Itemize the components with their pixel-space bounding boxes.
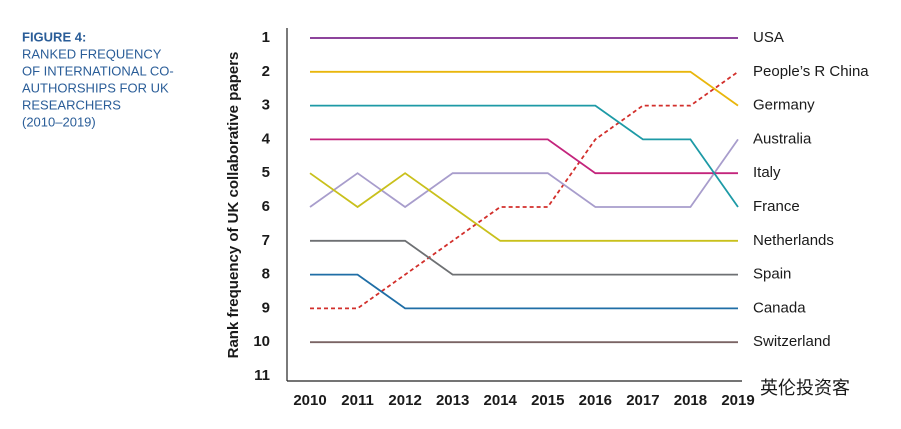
series-label: France bbox=[753, 198, 800, 215]
y-tick-label: 5 bbox=[262, 164, 270, 181]
x-tick-label: 2012 bbox=[388, 392, 421, 409]
series-line bbox=[310, 70, 739, 107]
series-line bbox=[309, 172, 738, 242]
series-label: Spain bbox=[753, 266, 791, 283]
watermark: 英伦投资客 bbox=[760, 378, 850, 398]
x-tick-label: 2015 bbox=[531, 392, 564, 409]
y-tick-label: 2 bbox=[262, 63, 270, 80]
y-tick-label: 10 bbox=[253, 333, 270, 350]
x-tick-label: 2010 bbox=[293, 392, 326, 409]
x-tick-label: 2017 bbox=[626, 392, 659, 409]
y-tick-label: 3 bbox=[262, 97, 270, 114]
caption-line: AUTHORSHIPS FOR UK bbox=[22, 80, 169, 95]
y-tick-label: 9 bbox=[262, 299, 270, 316]
caption-line: RANKED FREQUENCY bbox=[22, 46, 162, 61]
x-tick-label: 2016 bbox=[579, 392, 612, 409]
series-label: Switzerland bbox=[753, 333, 831, 350]
series-label: Australia bbox=[753, 130, 812, 147]
series-label: People’s R China bbox=[753, 63, 869, 80]
y-tick-label: 7 bbox=[262, 232, 270, 249]
series-line bbox=[310, 239, 738, 276]
series-line bbox=[310, 138, 738, 175]
x-tick-label: 2018 bbox=[674, 392, 707, 409]
series-label: USA bbox=[753, 29, 784, 46]
series-label: Germany bbox=[753, 97, 815, 114]
series-line bbox=[310, 104, 739, 208]
caption-line: (2010–2019) bbox=[22, 114, 96, 129]
y-tick-label: 6 bbox=[262, 198, 270, 215]
x-tick-label: 2014 bbox=[484, 392, 518, 409]
y-tick-label: 8 bbox=[262, 266, 270, 283]
series-label: Canada bbox=[753, 299, 806, 316]
series-line bbox=[310, 273, 738, 310]
x-tick-label: 2011 bbox=[341, 392, 374, 409]
series-line bbox=[310, 71, 739, 310]
series-label: Italy bbox=[753, 164, 781, 181]
caption-line: RESEARCHERS bbox=[22, 97, 121, 112]
y-tick-label: 1 bbox=[262, 29, 270, 46]
series-label: Netherlands bbox=[753, 232, 834, 249]
y-tick-label: 4 bbox=[262, 130, 271, 147]
caption-line: OF INTERNATIONAL CO- bbox=[22, 63, 174, 78]
x-tick-label: 2013 bbox=[436, 392, 469, 409]
y-tick-label: 11 bbox=[254, 367, 270, 384]
figure-label: FIGURE 4: bbox=[22, 29, 86, 44]
y-axis-title: Rank frequency of UK collaborative paper… bbox=[225, 52, 242, 359]
x-tick-label: 2019 bbox=[721, 392, 754, 409]
